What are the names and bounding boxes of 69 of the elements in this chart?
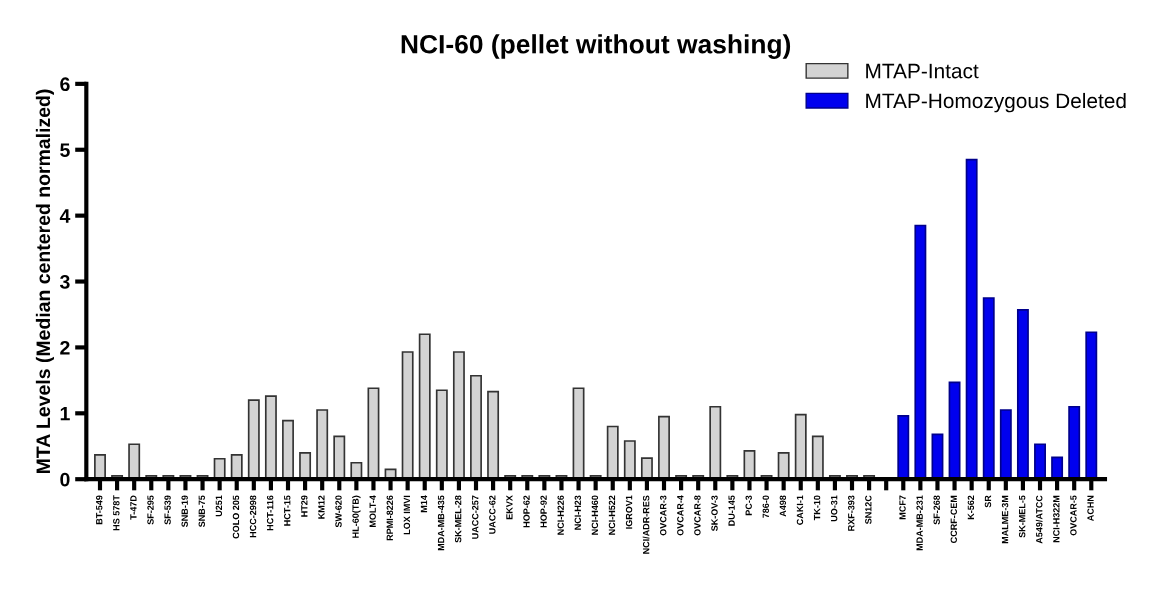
- y-tick-label: 2: [60, 340, 70, 355]
- x-tick-label: HT29: [301, 495, 308, 517]
- x-tick-label: LOX IMVI: [403, 495, 411, 535]
- chart-title: NCI-60 (pellet without washing): [401, 34, 791, 59]
- x-tick-label: SW-620: [335, 495, 342, 528]
- x-tick-label: SNB-75: [198, 495, 205, 528]
- x-tick-label: KM12: [318, 495, 325, 519]
- x-tick-label: OVCAR-3: [660, 495, 667, 536]
- x-tick-label: SNB-19: [181, 495, 188, 528]
- x-tick-label: OVCAR-8: [694, 495, 701, 536]
- x-tick-label: HCC-2998: [249, 495, 257, 538]
- x-tick-label: NCI-H460: [591, 495, 599, 535]
- x-tick-label: SF-268: [933, 495, 940, 525]
- x-tick-label: IGROV1: [625, 495, 633, 529]
- x-tick-label: SK-OV-3: [711, 495, 718, 532]
- x-tick-label: TK-10: [813, 495, 821, 521]
- x-tick-label: RXF-393: [848, 495, 855, 531]
- x-tick-label: PC-3: [745, 495, 752, 516]
- x-tick-label: SN12C: [865, 495, 872, 525]
- x-tick-label: BT-549: [96, 495, 103, 525]
- x-tick-label: SK-MEL-5: [1018, 495, 1026, 538]
- x-tick-label: MALME-3M: [1001, 495, 1009, 544]
- y-tick-label: 1: [60, 406, 70, 421]
- x-tick-label: MOLT-4: [369, 495, 376, 527]
- y-tick-label: 4: [59, 209, 71, 223]
- x-tick-label: K-562: [967, 495, 975, 520]
- x-tick-label: NCI/ADR-RES: [642, 495, 650, 554]
- legend-label: MTAP-Intact: [866, 63, 979, 79]
- x-tick-label: OVCAR-5: [1070, 495, 1077, 536]
- x-tick-label: ACHN: [1087, 495, 1094, 522]
- x-tick-label: A498: [779, 495, 787, 517]
- y-tick-label: 6: [60, 77, 70, 92]
- x-tick-label: MDA-MB-435: [437, 495, 445, 551]
- x-tick-label: T-47D: [130, 495, 137, 520]
- x-tick-label: CCRF-CEM: [950, 495, 957, 543]
- x-tick-label: HOP-92: [540, 495, 547, 528]
- x-tick-label: HL-60(TB): [352, 495, 361, 538]
- x-tick-label: SF-295: [147, 495, 154, 525]
- x-tick-label: HS 578T: [113, 495, 120, 531]
- x-tick-label: CAKI-1: [796, 495, 804, 525]
- x-tick-label: SK-MEL-28: [454, 495, 462, 543]
- x-tick-label: UACC-257: [472, 495, 479, 539]
- x-tick-label: SF-539: [164, 495, 171, 525]
- x-tick-label: UO-31: [830, 495, 838, 522]
- x-tick-label: MDA-MB-231: [916, 495, 923, 551]
- x-tick-label: RPMI-8226: [386, 495, 393, 541]
- x-tick-label: A549/ATCC: [1035, 495, 1043, 544]
- y-axis-title: MTA Levels (Median centered normalized): [35, 89, 54, 474]
- x-tick-label: NCI-H322M: [1053, 495, 1060, 543]
- y-tick-label: 0: [60, 472, 70, 487]
- x-tick-label: NCI-H23: [574, 495, 581, 530]
- x-tick-label: DU-145: [728, 495, 735, 526]
- x-tick-label: NCI-H522: [608, 495, 616, 535]
- x-tick-label: COLO 205: [232, 495, 240, 539]
- x-tick-label: MCF7: [899, 495, 906, 520]
- x-tick-label: HOP-62: [523, 495, 530, 528]
- x-tick-label: HCT-15: [284, 495, 291, 526]
- x-tick-label: HCT-116: [266, 495, 274, 531]
- x-tick-label: U251: [215, 495, 223, 517]
- x-tick-label: NCI-H226: [557, 495, 564, 535]
- y-tick-label: 3: [59, 275, 70, 289]
- x-tick-label: 786-0: [762, 495, 769, 518]
- x-tick-label: UACC-62: [489, 495, 496, 534]
- x-tick-label: SR: [984, 495, 992, 508]
- legend-label: MTAP-Homozygous Deleted: [866, 92, 1126, 113]
- x-tick-label: M14: [420, 495, 428, 513]
- x-tick-label: EKVX: [506, 495, 513, 520]
- x-tick-label: OVCAR-4: [677, 495, 684, 536]
- y-tick-label: 5: [60, 143, 70, 157]
